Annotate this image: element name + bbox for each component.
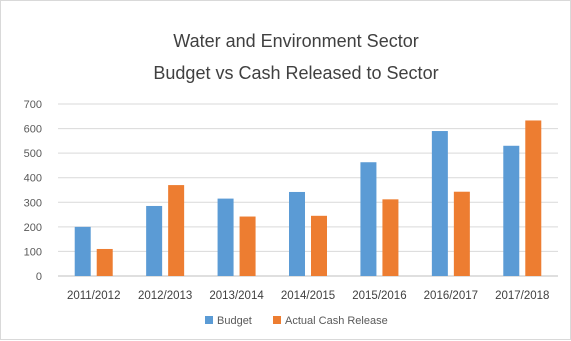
y-tick-label: 200 xyxy=(24,222,42,234)
y-tick-label: 300 xyxy=(24,197,42,209)
bar-budget xyxy=(146,205,163,276)
x-category-label: 2015/2016 xyxy=(352,290,406,302)
bar-budget xyxy=(503,145,520,276)
y-tick-label: 0 xyxy=(36,271,42,283)
bar-budget xyxy=(431,131,448,276)
legend: Budget Actual Cash Release xyxy=(205,315,388,327)
x-category-label: 2012/2013 xyxy=(138,290,192,302)
bar-actual-cash-release xyxy=(382,199,399,276)
bar-budget xyxy=(74,226,91,276)
bar-actual-cash-release xyxy=(239,216,256,276)
y-tick-label: 400 xyxy=(24,173,42,185)
chart-title: Water and Environment Sector xyxy=(173,31,418,51)
y-tick-label: 700 xyxy=(24,99,42,111)
y-tick-label: 100 xyxy=(24,246,42,258)
bar-actual-cash-release xyxy=(525,120,542,276)
bar-actual-cash-release xyxy=(168,185,185,276)
bar-actual-cash-release xyxy=(453,191,470,276)
x-category-label: 2017/2018 xyxy=(495,290,549,302)
x-category-label: 2014/2015 xyxy=(281,290,335,302)
legend-label: Budget xyxy=(217,315,252,327)
y-tick-label: 500 xyxy=(24,148,42,160)
bar-budget xyxy=(289,191,305,276)
bar-actual-cash-release xyxy=(96,248,113,276)
legend-swatch xyxy=(205,316,213,324)
x-category-label: 2011/2012 xyxy=(67,290,121,302)
gridlines xyxy=(58,103,558,277)
x-axis-categories: 2011/2012 2012/2013 2013/2014 2014/2015 2015… xyxy=(67,290,550,302)
bar-budget xyxy=(360,162,377,276)
legend-swatch xyxy=(273,316,281,324)
y-axis-ticks: 0 100 200 300 400 500 600 700 xyxy=(24,99,42,283)
bars xyxy=(74,120,542,276)
chart-subtitle: Budget vs Cash Released to Sector xyxy=(153,63,438,83)
bar-actual-cash-release xyxy=(311,215,327,276)
x-category-label: 2016/2017 xyxy=(424,290,478,302)
x-category-label: 2013/2014 xyxy=(209,290,264,302)
bar-budget xyxy=(217,198,234,276)
legend-label: Actual Cash Release xyxy=(285,315,388,327)
y-tick-label: 600 xyxy=(24,124,42,136)
